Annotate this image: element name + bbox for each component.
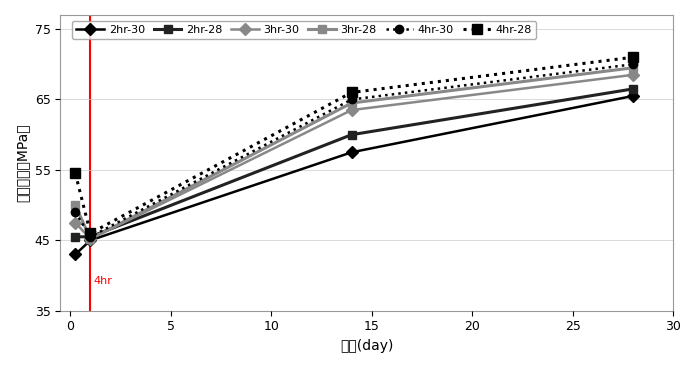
2hr-28 <box>71 234 79 239</box>
4hr-28 <box>71 171 79 176</box>
X-axis label: 재령(day): 재령(day) <box>340 339 393 353</box>
Text: 4hr: 4hr <box>93 276 112 286</box>
2hr-30 <box>86 238 95 243</box>
Legend: 2hr-30, 2hr-28, 3hr-30, 3hr-28, 4hr-30, 4hr-28: 2hr-30, 2hr-28, 3hr-30, 3hr-28, 4hr-30, … <box>72 21 536 39</box>
Line: 4hr-28: 4hr-28 <box>70 52 638 238</box>
2hr-28 <box>86 234 95 239</box>
3hr-28 <box>628 66 637 70</box>
2hr-28 <box>628 87 637 91</box>
2hr-28 <box>347 132 356 137</box>
Line: 3hr-30: 3hr-30 <box>71 71 637 243</box>
Y-axis label: 압축강도（MPa）: 압축강도（MPa） <box>15 124 29 202</box>
3hr-28 <box>86 237 95 241</box>
3hr-28 <box>347 101 356 105</box>
3hr-28 <box>71 203 79 207</box>
Line: 2hr-28: 2hr-28 <box>71 85 637 241</box>
Line: 2hr-30: 2hr-30 <box>71 92 637 259</box>
4hr-30 <box>347 97 356 102</box>
4hr-28 <box>628 55 637 60</box>
3hr-30 <box>347 108 356 112</box>
Line: 4hr-30: 4hr-30 <box>71 60 637 241</box>
3hr-30 <box>628 72 637 77</box>
4hr-30 <box>628 62 637 67</box>
3hr-30 <box>86 237 95 241</box>
4hr-28 <box>86 231 95 236</box>
4hr-30 <box>71 210 79 214</box>
4hr-28 <box>347 90 356 95</box>
Line: 3hr-28: 3hr-28 <box>71 64 637 243</box>
4hr-30 <box>86 234 95 239</box>
2hr-30 <box>347 150 356 155</box>
3hr-30 <box>71 220 79 225</box>
2hr-30 <box>628 94 637 98</box>
2hr-30 <box>71 252 79 256</box>
